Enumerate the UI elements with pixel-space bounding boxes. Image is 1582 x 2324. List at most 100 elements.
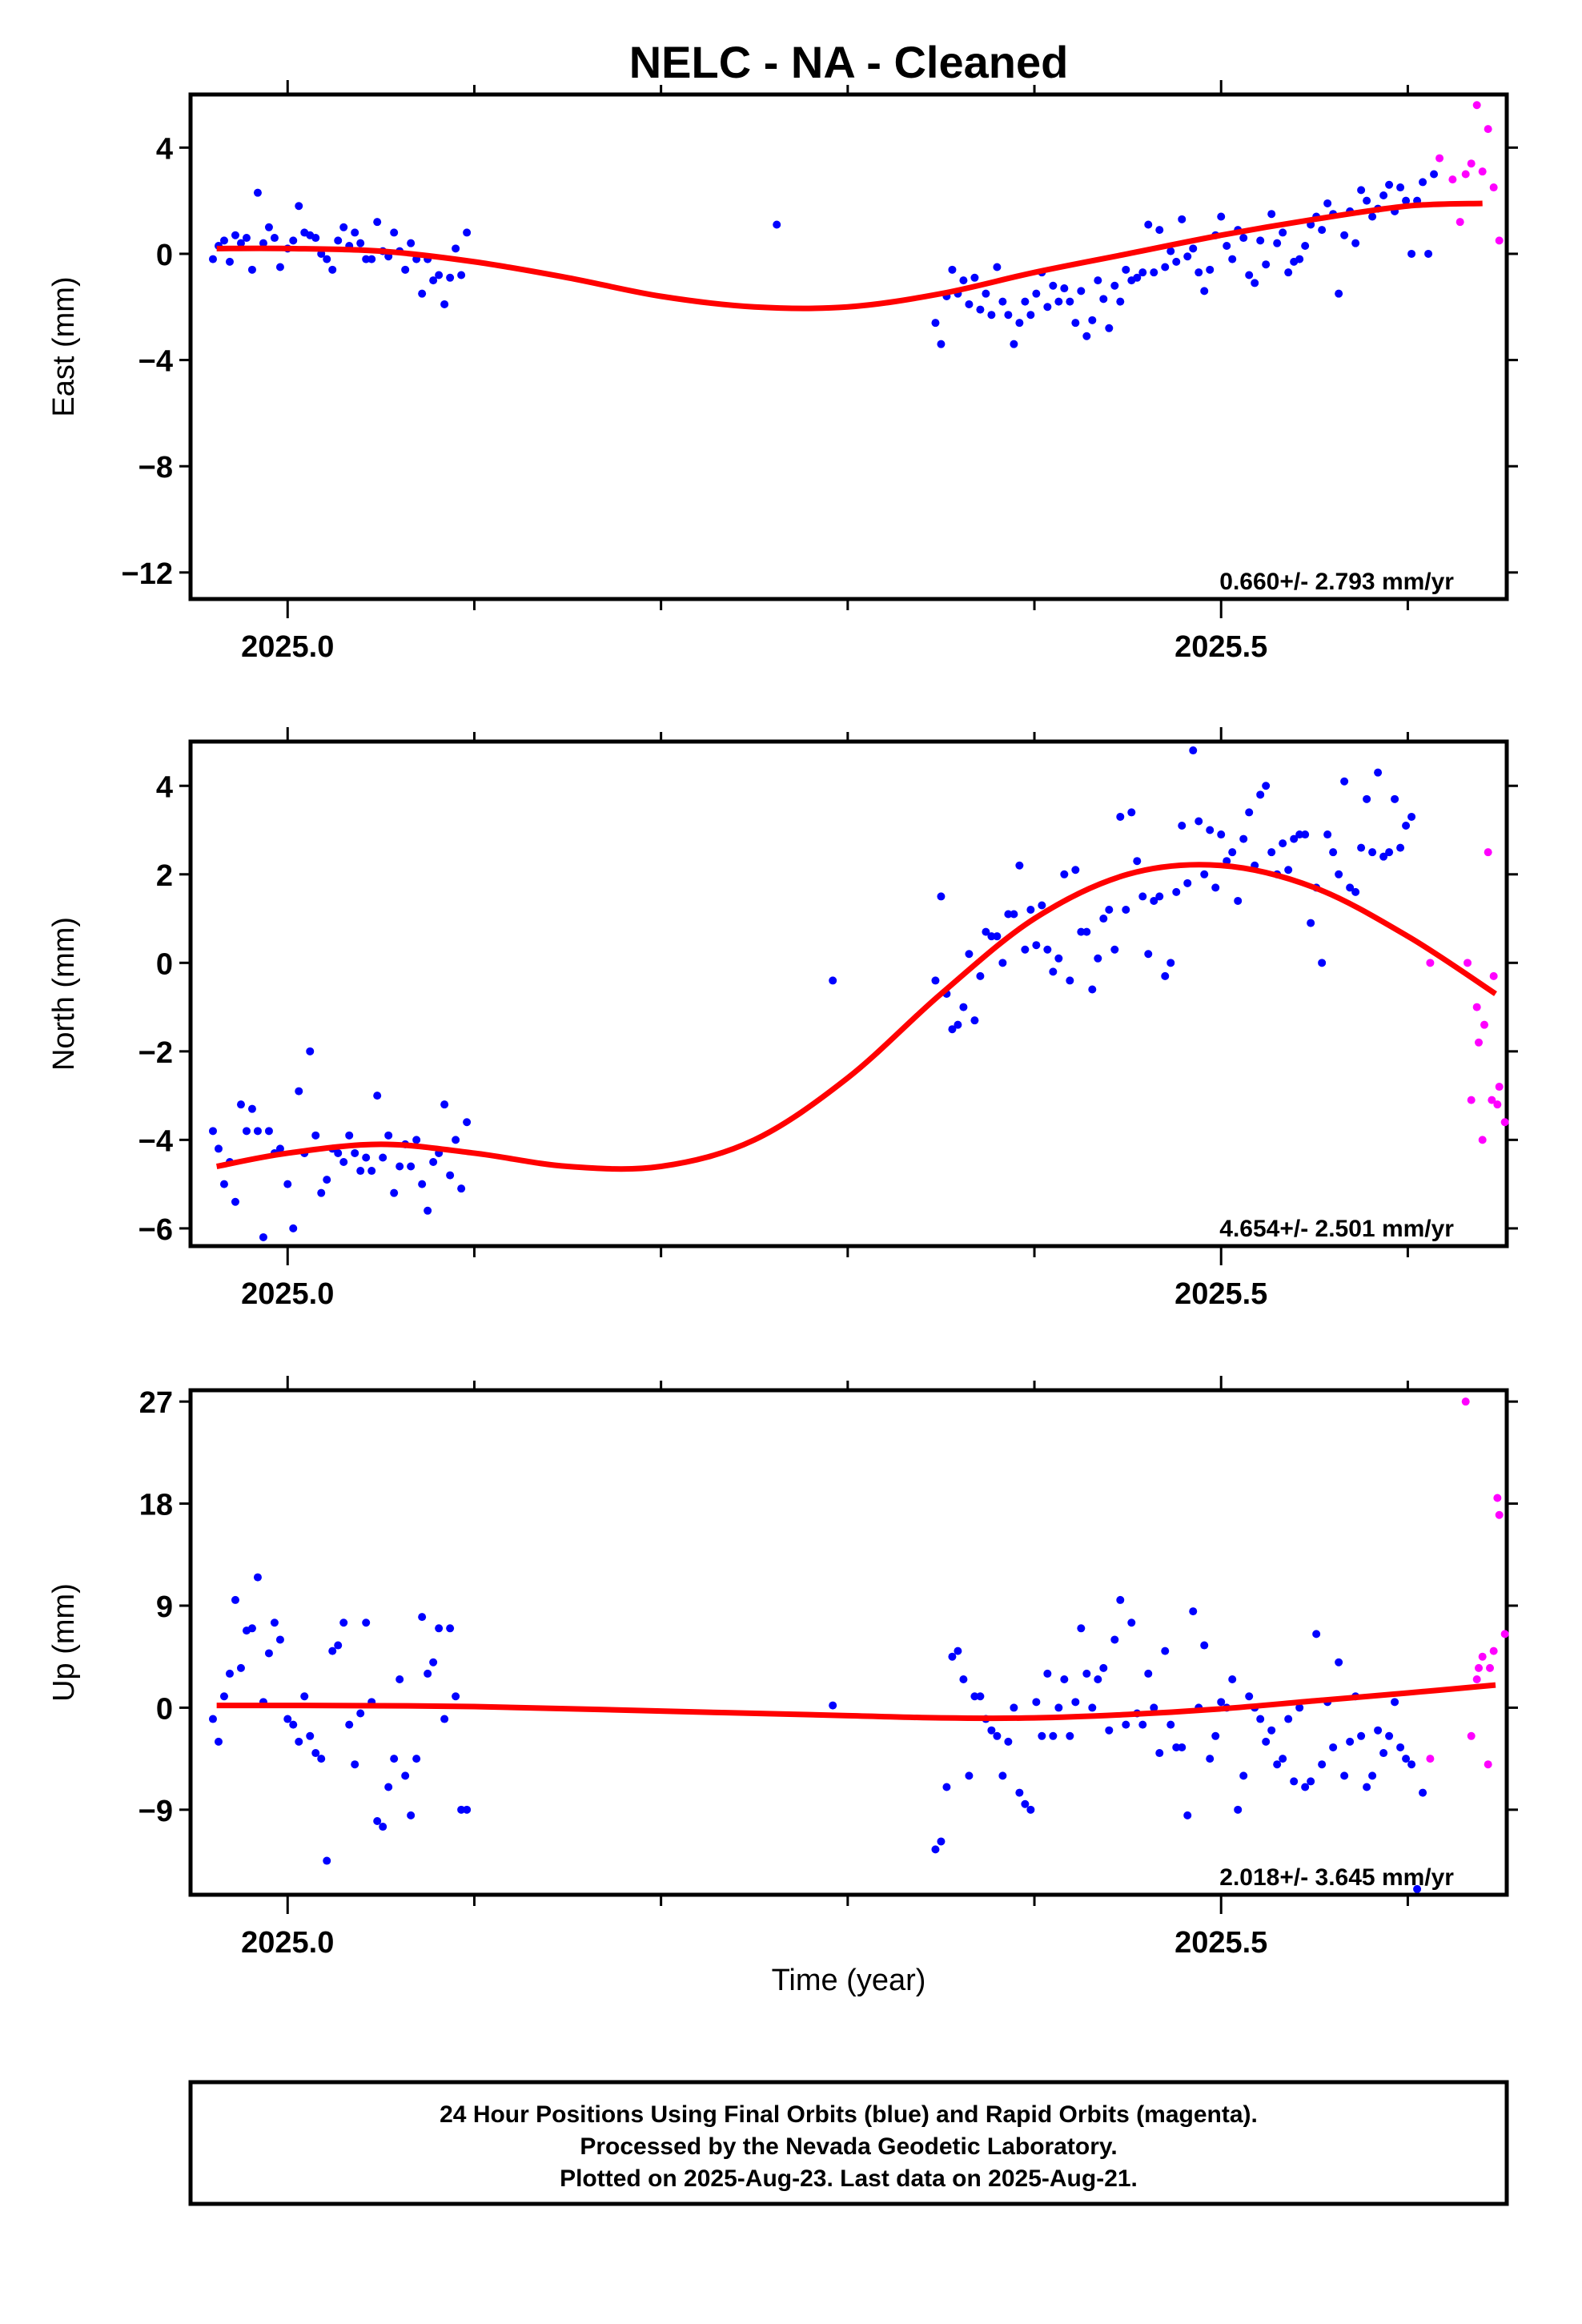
final-orbit-point bbox=[379, 1153, 387, 1162]
footer-box: 24 Hour Positions Using Final Orbits (bl… bbox=[188, 2080, 1509, 2206]
final-orbit-point bbox=[339, 223, 348, 231]
final-orbit-point bbox=[1088, 1703, 1097, 1712]
final-orbit-point bbox=[976, 1692, 985, 1701]
final-orbit-point bbox=[373, 1092, 382, 1100]
final-orbit-point bbox=[457, 1184, 466, 1193]
final-orbit-point bbox=[1032, 941, 1041, 950]
rapid-orbit-point bbox=[1500, 1118, 1509, 1127]
final-orbit-point bbox=[1357, 843, 1366, 852]
final-orbit-point bbox=[1155, 226, 1164, 235]
final-orbit-point bbox=[289, 1224, 298, 1232]
final-orbit-point bbox=[225, 1669, 234, 1678]
final-orbit-point bbox=[219, 1692, 228, 1701]
rapid-orbit-point bbox=[1426, 959, 1435, 967]
final-orbit-point bbox=[275, 1635, 284, 1644]
rapid-orbit-point bbox=[1489, 971, 1498, 980]
final-orbit-point bbox=[1071, 1698, 1080, 1707]
final-orbit-point bbox=[1043, 1669, 1052, 1678]
final-orbit-point bbox=[1127, 808, 1136, 817]
final-orbit-point bbox=[1010, 340, 1018, 348]
y-tick-label: −4 bbox=[139, 1124, 173, 1158]
final-orbit-point bbox=[931, 319, 940, 328]
final-orbit-point bbox=[1138, 268, 1147, 277]
final-orbit-point bbox=[1161, 971, 1170, 980]
x-axis-label: Time (year) bbox=[772, 1964, 926, 1997]
final-orbit-point bbox=[1245, 808, 1254, 817]
final-orbit-point bbox=[1127, 1618, 1136, 1627]
final-orbit-point bbox=[1407, 1760, 1416, 1769]
final-orbit-point bbox=[231, 231, 239, 239]
final-orbit-point bbox=[1049, 281, 1058, 290]
final-orbit-point bbox=[253, 188, 262, 197]
final-orbit-point bbox=[1301, 242, 1310, 250]
trend-fit-line bbox=[216, 862, 1497, 1172]
final-orbit-point bbox=[1363, 1783, 1371, 1791]
final-orbit-point bbox=[959, 276, 968, 285]
final-orbit-point bbox=[1374, 1726, 1383, 1735]
final-orbit-point bbox=[948, 1652, 957, 1661]
final-orbit-point bbox=[1245, 1692, 1254, 1701]
final-orbit-point bbox=[1357, 1731, 1366, 1740]
final-orbit-point bbox=[982, 289, 990, 298]
final-orbit-point bbox=[1071, 866, 1080, 875]
final-orbit-point bbox=[1262, 260, 1271, 269]
final-orbit-point bbox=[1161, 263, 1170, 271]
final-orbit-point bbox=[1228, 255, 1237, 263]
final-orbit-point bbox=[242, 234, 251, 243]
final-orbit-point bbox=[987, 932, 996, 941]
final-orbit-point bbox=[1122, 265, 1130, 274]
final-orbit-point bbox=[253, 1127, 262, 1136]
final-orbit-point bbox=[1004, 910, 1013, 919]
final-orbit-point bbox=[1021, 1799, 1030, 1808]
final-orbit-point bbox=[1026, 906, 1035, 914]
final-orbit-point bbox=[1217, 830, 1226, 839]
final-orbit-point bbox=[1335, 870, 1343, 879]
rapid-orbit-point bbox=[1484, 848, 1492, 857]
final-orbit-point bbox=[993, 263, 1002, 271]
final-orbit-point bbox=[247, 1104, 256, 1113]
final-orbit-point bbox=[435, 271, 444, 279]
final-orbit-point bbox=[1374, 768, 1383, 777]
rapid-orbit-point bbox=[1461, 170, 1470, 179]
final-orbit-point bbox=[976, 971, 985, 980]
final-orbit-point bbox=[1116, 1595, 1125, 1604]
panel-north: −6 −4 −2 0 2 4 2025.0 2025.5 North (mm) 4.654+/- … bbox=[47, 727, 1518, 1311]
y-tick-label: −6 bbox=[139, 1213, 173, 1247]
rapid-orbit-point bbox=[1495, 1083, 1504, 1092]
rapid-orbit-point bbox=[1478, 167, 1487, 176]
final-orbit-point bbox=[1335, 289, 1343, 298]
final-orbit-point bbox=[412, 1136, 421, 1144]
final-orbit-point bbox=[264, 1649, 273, 1658]
final-orbit-point bbox=[323, 255, 331, 263]
rapid-orbit-point bbox=[1495, 236, 1504, 245]
final-orbit-point bbox=[1015, 1788, 1024, 1797]
final-orbit-point bbox=[1189, 244, 1198, 253]
final-orbit-point bbox=[396, 1162, 404, 1171]
final-orbit-point bbox=[1351, 887, 1360, 896]
final-orbit-point bbox=[1021, 945, 1030, 954]
x-tick-label: 2025.5 bbox=[1174, 1926, 1267, 1960]
final-orbit-point bbox=[407, 1811, 416, 1819]
final-orbit-point bbox=[1189, 1607, 1198, 1616]
final-orbit-point bbox=[289, 236, 298, 245]
rapid-orbit-point bbox=[1478, 1652, 1487, 1661]
final-orbit-point bbox=[1054, 1703, 1063, 1712]
final-orbit-point bbox=[328, 1647, 337, 1655]
final-orbit-point bbox=[1060, 1675, 1069, 1684]
final-orbit-point bbox=[1363, 794, 1371, 803]
final-orbit-point bbox=[948, 1025, 957, 1034]
final-orbit-point bbox=[1200, 287, 1209, 296]
final-orbit-point bbox=[1402, 822, 1411, 830]
final-orbit-point bbox=[1279, 1755, 1287, 1763]
rapid-orbit-point bbox=[1467, 1731, 1476, 1740]
final-orbit-point bbox=[1105, 906, 1114, 914]
final-orbit-point bbox=[339, 1618, 348, 1627]
rapid-orbit-point bbox=[1493, 1494, 1502, 1502]
final-orbit-point bbox=[1396, 183, 1405, 192]
final-orbit-point bbox=[1273, 1760, 1282, 1769]
final-orbit-point bbox=[1245, 271, 1254, 279]
final-orbit-point bbox=[1234, 1805, 1243, 1814]
final-orbit-point bbox=[1368, 848, 1377, 857]
final-orbit-point bbox=[373, 218, 382, 227]
rapid-orbit-point bbox=[1478, 1136, 1487, 1144]
